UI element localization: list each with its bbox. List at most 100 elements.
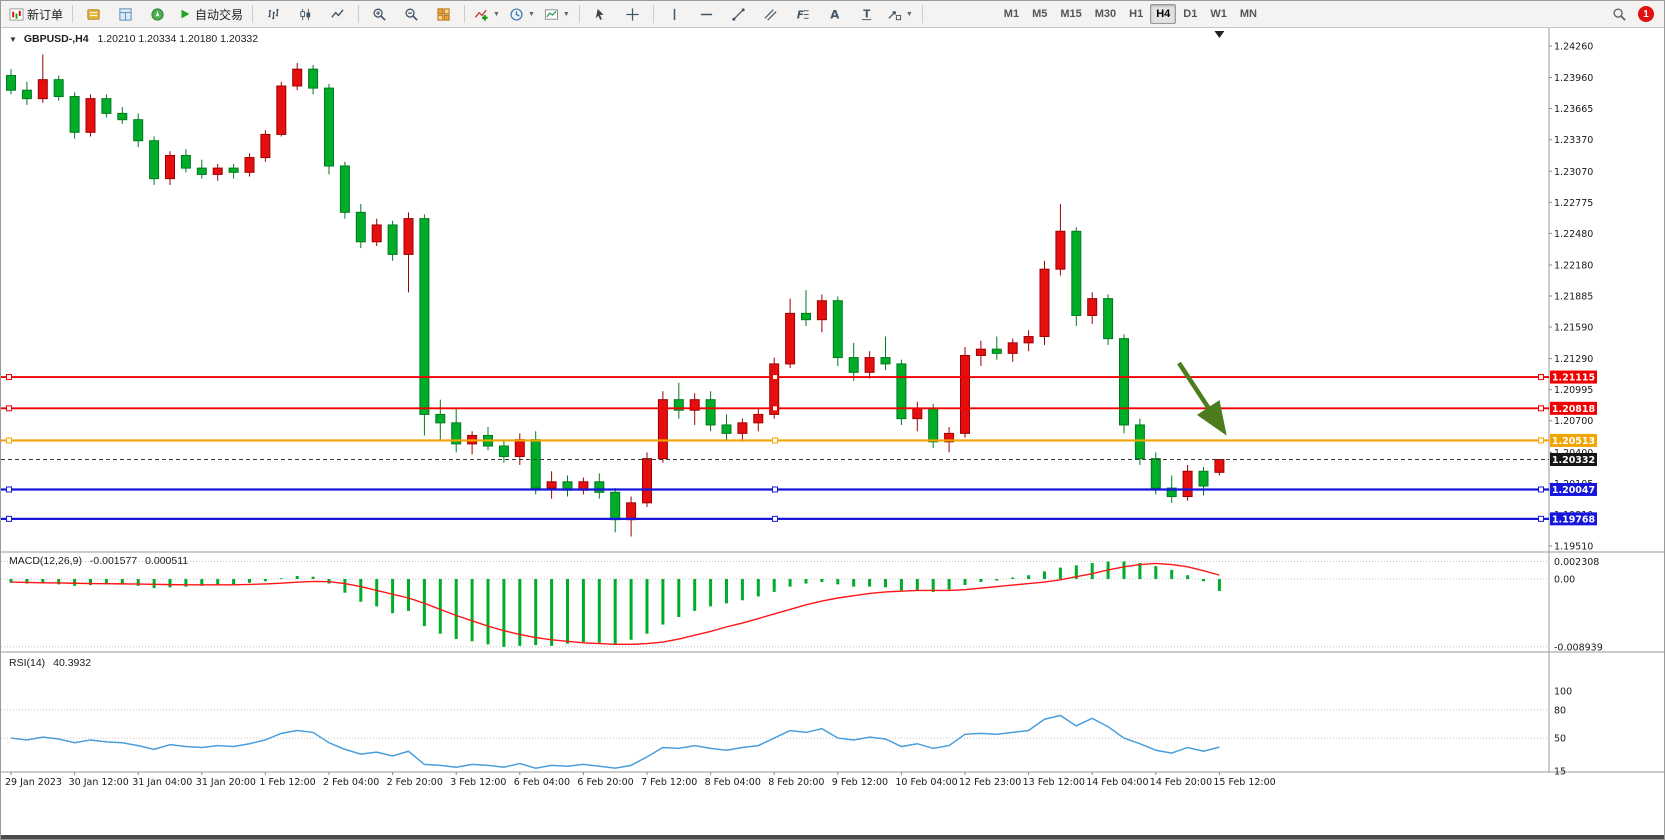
- market-watch-button[interactable]: [78, 2, 109, 26]
- macd-signal-value: 0.000511: [145, 555, 189, 567]
- notification-badge[interactable]: 1: [1638, 6, 1654, 22]
- indicator-gridlines: [1, 560, 1549, 739]
- line-handle[interactable]: [772, 374, 778, 381]
- data-window-button[interactable]: [110, 2, 141, 26]
- toolbar-separator: [252, 5, 254, 23]
- templates-button[interactable]: ▼: [540, 2, 574, 26]
- svg-text:9 Feb 12:00: 9 Feb 12:00: [832, 777, 888, 788]
- line-handle[interactable]: [1538, 486, 1544, 493]
- toolbar-separator: [652, 5, 654, 23]
- timeframe-d1[interactable]: D1: [1183, 8, 1198, 20]
- line-handle[interactable]: [1538, 515, 1544, 522]
- svg-text:1.22180: 1.22180: [1554, 260, 1593, 271]
- periods-button[interactable]: ▼: [505, 2, 539, 26]
- timeframe-h1[interactable]: H1: [1129, 8, 1144, 20]
- svg-text:50: 50: [1554, 734, 1566, 745]
- svg-text:6 Feb 20:00: 6 Feb 20:00: [577, 777, 633, 788]
- line-handle[interactable]: [1538, 437, 1544, 444]
- bar-chart-icon: [266, 7, 281, 22]
- candlestick-button[interactable]: [290, 2, 321, 26]
- chevron-down-icon: ▼: [527, 10, 535, 18]
- chart-canvas[interactable]: 1.24260 1.23960 1.23665 1.23370 1.23070 1.227…: [1, 28, 1665, 837]
- indicators-button[interactable]: ▼: [470, 2, 504, 26]
- rsi-value: 40.3932: [53, 657, 92, 669]
- svg-text:1.22480: 1.22480: [1554, 229, 1593, 240]
- zoom-in-button[interactable]: [364, 2, 395, 26]
- channel-button[interactable]: [755, 2, 786, 26]
- line-handle[interactable]: [6, 374, 12, 381]
- navigator-button[interactable]: [142, 2, 173, 26]
- rsi-name: RSI(14): [9, 657, 46, 669]
- trendline-button[interactable]: [723, 2, 754, 26]
- svg-text:T: T: [863, 8, 870, 20]
- rsi-indicator-label: RSI(14) 40.3932: [9, 657, 91, 669]
- zoom-out-button[interactable]: [396, 2, 427, 26]
- price-tag: [1550, 512, 1597, 526]
- time-axis[interactable]: 29 Jan 2023 30 Jan 12:00 31 Jan 04:00 31 Ja…: [5, 772, 1276, 788]
- svg-text:1.21590: 1.21590: [1554, 323, 1593, 334]
- line-chart-button[interactable]: [322, 2, 353, 26]
- label-button[interactable]: T: [851, 2, 882, 26]
- line-handle[interactable]: [772, 515, 778, 522]
- line-handle[interactable]: [6, 515, 12, 522]
- candlesticks: [6, 54, 1225, 537]
- timeframe-m15[interactable]: M15: [1060, 8, 1082, 20]
- svg-text:3 Feb 12:00: 3 Feb 12:00: [450, 777, 506, 788]
- quick-trade-caret-icon[interactable]: ▼: [9, 35, 17, 44]
- line-handle[interactable]: [772, 405, 778, 412]
- horizontal-line-button[interactable]: [691, 2, 722, 26]
- toolbar-separator: [578, 5, 580, 23]
- autotrade-button[interactable]: 自动交易: [174, 2, 247, 26]
- line-handle[interactable]: [1538, 374, 1544, 381]
- bar-chart-button[interactable]: [258, 2, 289, 26]
- svg-text:1.20047: 1.20047: [1552, 485, 1595, 496]
- fibonacci-button[interactable]: F: [787, 2, 818, 26]
- svg-text:1.20700: 1.20700: [1554, 416, 1593, 427]
- trend-arrow[interactable]: [1177, 361, 1227, 436]
- price-tag: [1550, 433, 1597, 447]
- toolbar-separator: [464, 5, 466, 23]
- shapes-button[interactable]: ▼: [883, 2, 917, 26]
- line-handle[interactable]: [1538, 405, 1544, 412]
- svg-text:1 Feb 12:00: 1 Feb 12:00: [259, 777, 315, 788]
- timeframe-toolbar: M1 M5 M15 M30 H1 H4 D1 W1 MN: [998, 4, 1263, 24]
- svg-text:0.002308: 0.002308: [1554, 557, 1599, 568]
- line-handle[interactable]: [6, 405, 12, 412]
- price-tag: [1550, 452, 1597, 466]
- new-chart-button[interactable]: 新订单: [5, 2, 67, 26]
- timeframe-m5[interactable]: M5: [1032, 8, 1048, 20]
- bar-shift-marker: [1214, 31, 1225, 38]
- cursor-button[interactable]: [585, 2, 616, 26]
- svg-text:1.19768: 1.19768: [1552, 514, 1596, 525]
- crosshair-icon: [625, 7, 640, 22]
- svg-text:6 Feb 04:00: 6 Feb 04:00: [514, 777, 570, 788]
- line-handle[interactable]: [772, 486, 778, 493]
- line-handle[interactable]: [772, 437, 778, 444]
- navigator-icon: [150, 7, 165, 22]
- line-handle[interactable]: [6, 437, 12, 444]
- timeframe-mn[interactable]: MN: [1239, 8, 1257, 20]
- vertical-line-button[interactable]: [659, 2, 690, 26]
- level-lines[interactable]: 1.21115 1.20818 1.20513 1.20047 1.19768 1.203…: [1, 370, 1597, 526]
- timeframe-h4[interactable]: H4: [1150, 4, 1177, 24]
- text-button[interactable]: A: [819, 2, 850, 26]
- new-order-label: 新订单: [27, 7, 64, 22]
- svg-text:31 Jan 20:00: 31 Jan 20:00: [196, 777, 256, 788]
- search-button[interactable]: [1604, 2, 1635, 26]
- line-handle[interactable]: [6, 486, 12, 493]
- label-icon: T: [859, 7, 874, 22]
- candlestick-icon: [298, 7, 313, 22]
- crosshair-button[interactable]: [617, 2, 648, 26]
- tile-windows-button[interactable]: [428, 2, 459, 26]
- svg-text:1.23370: 1.23370: [1554, 135, 1593, 146]
- svg-text:1.23960: 1.23960: [1554, 73, 1593, 84]
- trendline-icon: [731, 7, 746, 22]
- svg-text:14 Feb 20:00: 14 Feb 20:00: [1150, 777, 1212, 788]
- timeframe-m1[interactable]: M1: [1003, 8, 1020, 20]
- toolbar-separator: [72, 5, 74, 23]
- timeframe-m30[interactable]: M30: [1094, 8, 1117, 20]
- timeframe-w1[interactable]: W1: [1210, 8, 1227, 20]
- macd-panel: [9, 561, 1221, 647]
- symbol-period-text: GBPUSD-,H4: [23, 33, 89, 45]
- rsi-panel: [10, 714, 1220, 769]
